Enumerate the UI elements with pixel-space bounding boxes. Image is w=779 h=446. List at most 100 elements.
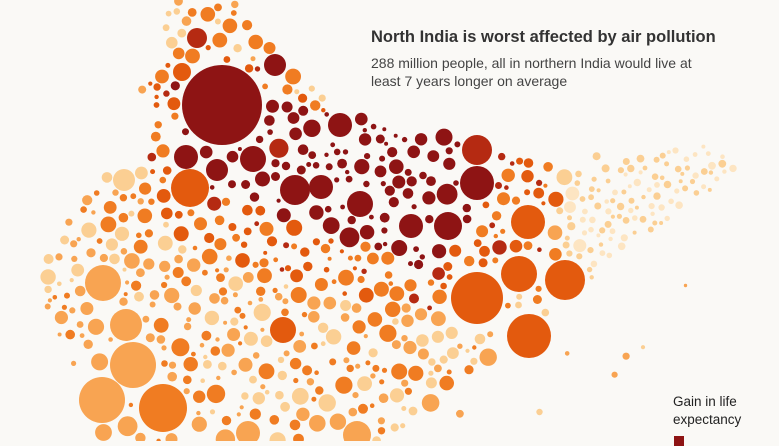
district-bubble [143, 258, 155, 270]
district-bubble [617, 167, 625, 174]
district-bubble [352, 320, 366, 334]
district-bubble [162, 166, 172, 175]
district-bubble [367, 252, 379, 265]
district-bubble-large [462, 135, 492, 165]
district-bubble [309, 415, 326, 432]
district-bubble-large [171, 169, 209, 207]
district-bubble [241, 392, 249, 400]
district-bubble [426, 176, 436, 187]
district-bubble [524, 189, 531, 196]
district-bubble [372, 364, 380, 372]
district-bubble [436, 183, 458, 205]
district-bubble [342, 149, 349, 155]
district-bubble [303, 261, 313, 272]
district-bubble [223, 56, 231, 63]
district-bubble [384, 271, 393, 279]
district-bubble [109, 253, 120, 265]
district-bubble [390, 423, 399, 432]
district-bubble [668, 198, 674, 205]
district-bubble [632, 215, 638, 221]
district-bubble [312, 162, 320, 169]
district-bubble [186, 317, 192, 323]
district-bubble [286, 219, 303, 236]
district-bubble [173, 302, 182, 311]
district-bubble [372, 436, 381, 441]
district-bubble [142, 315, 150, 323]
district-bubble [487, 331, 494, 338]
district-bubble [596, 188, 601, 193]
district-bubble [387, 147, 398, 158]
district-bubble [417, 348, 429, 360]
district-bubble [329, 358, 337, 366]
district-bubble [119, 297, 128, 306]
district-bubble [249, 375, 257, 384]
district-bubble [574, 180, 581, 186]
district-bubble [55, 253, 63, 261]
district-bubble [581, 230, 588, 236]
district-bubble [183, 322, 192, 331]
district-bubble [283, 284, 289, 289]
district-bubble [428, 358, 436, 366]
district-bubble [320, 243, 331, 254]
district-bubble [377, 427, 386, 435]
district-bubble [443, 157, 456, 170]
district-bubble [174, 254, 183, 264]
district-bubble [482, 201, 490, 209]
district-bubble [238, 357, 253, 372]
district-bubble [672, 147, 679, 154]
district-bubble-large [174, 145, 198, 169]
district-bubble [382, 241, 388, 247]
district-bubble [156, 335, 166, 344]
district-bubble-large [347, 191, 373, 217]
district-bubble [135, 166, 148, 180]
district-bubble [81, 222, 97, 238]
district-bubble-large [173, 63, 191, 81]
district-bubble [381, 227, 388, 234]
district-bubble [280, 401, 290, 412]
district-bubble [408, 365, 424, 381]
district-bubble [306, 162, 312, 167]
district-bubble [351, 303, 362, 313]
district-bubble [257, 268, 272, 284]
district-bubble [364, 153, 371, 160]
district-bubble [659, 175, 665, 181]
district-bubble [465, 348, 470, 353]
district-bubble [374, 165, 387, 178]
district-bubble [54, 310, 68, 325]
district-bubble [315, 386, 324, 395]
district-bubble [264, 389, 270, 395]
district-bubble [337, 158, 347, 169]
district-bubble [266, 236, 278, 247]
district-bubble [419, 171, 427, 180]
district-bubble [523, 241, 533, 251]
district-bubble-large [85, 265, 121, 301]
district-bubble [133, 239, 148, 254]
district-bubble [658, 204, 665, 211]
district-bubble [191, 351, 196, 357]
district-bubble-large [434, 212, 462, 240]
district-bubble [523, 158, 534, 168]
district-bubble [277, 356, 285, 364]
district-bubble [171, 338, 190, 357]
district-bubble [701, 144, 706, 149]
district-bubble [161, 207, 173, 220]
district-bubble [324, 112, 330, 117]
district-bubble [454, 141, 461, 148]
district-bubble [648, 203, 655, 210]
district-bubble [103, 201, 117, 214]
district-bubble [388, 281, 394, 286]
district-bubble [135, 432, 146, 441]
district-bubble [498, 152, 506, 161]
district-bubble [294, 89, 300, 95]
district-bubble [80, 206, 87, 213]
district-bubble [247, 300, 253, 306]
district-bubble [357, 376, 372, 391]
map-title: North India is worst affected by air pol… [371, 28, 716, 46]
district-bubble [178, 245, 187, 254]
district-bubble [269, 432, 286, 441]
district-bubble [69, 307, 76, 314]
district-bubble [308, 311, 320, 323]
district-bubble-large [240, 146, 266, 172]
district-bubble [651, 173, 659, 180]
district-bubble [255, 205, 266, 216]
